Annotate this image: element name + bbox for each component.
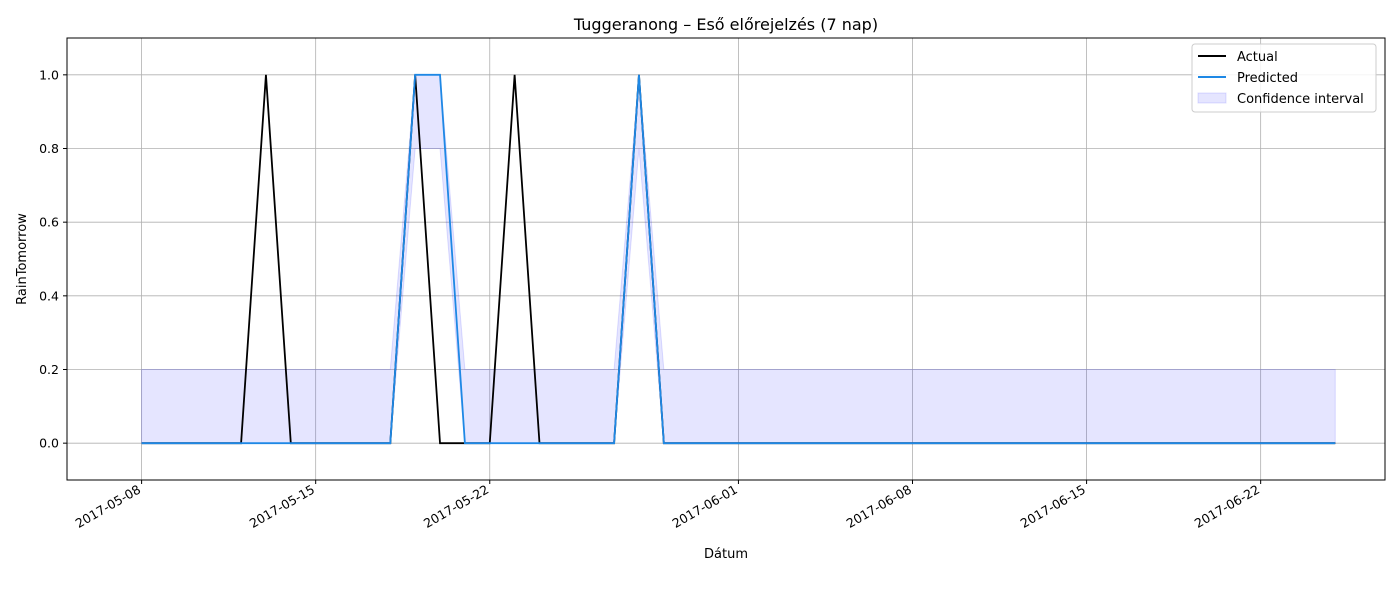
- grid: [67, 38, 1385, 480]
- legend: Actual Predicted Confidence interval: [1191, 43, 1377, 113]
- legend-actual-label: Actual: [1237, 50, 1278, 65]
- y-axis-ticks: 0.0 0.2 0.4 0.6 0.8 1.0: [39, 67, 67, 451]
- y-tick-label: 0.8: [39, 141, 59, 156]
- series-line-predicted: [141, 73, 1336, 445]
- plot-frame: [66, 37, 1386, 481]
- legend-confidence-swatch: [1197, 92, 1227, 104]
- y-axis-label: RainTomorrow: [15, 213, 30, 305]
- legend-box: [1191, 43, 1377, 113]
- y-tick-label: 0.6: [39, 215, 59, 230]
- x-axis-label: Dátum: [704, 547, 748, 562]
- y-tick-label: 1.0: [39, 67, 59, 82]
- legend-predicted-label: Predicted: [1237, 71, 1298, 86]
- y-tick-label: 0.4: [39, 288, 59, 303]
- y-tick-label: 0.0: [39, 436, 59, 451]
- y-tick-label: 0.2: [39, 362, 59, 377]
- chart-title: Tuggeranong – Eső előrejelzés (7 nap): [573, 15, 878, 34]
- series-layer: [141, 73, 1336, 445]
- legend-confidence-label: Confidence interval: [1237, 92, 1364, 107]
